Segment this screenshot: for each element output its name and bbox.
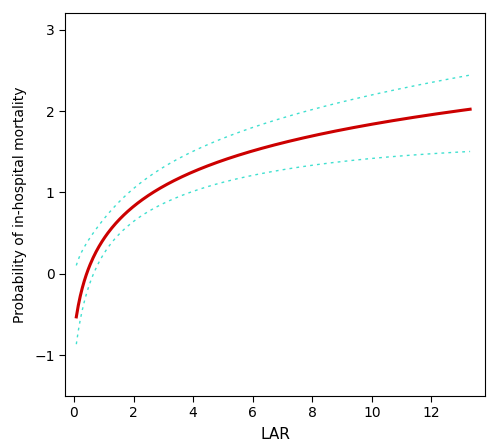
X-axis label: LAR: LAR (260, 427, 290, 442)
Y-axis label: Probability of in-hospital mortality: Probability of in-hospital mortality (13, 86, 27, 323)
